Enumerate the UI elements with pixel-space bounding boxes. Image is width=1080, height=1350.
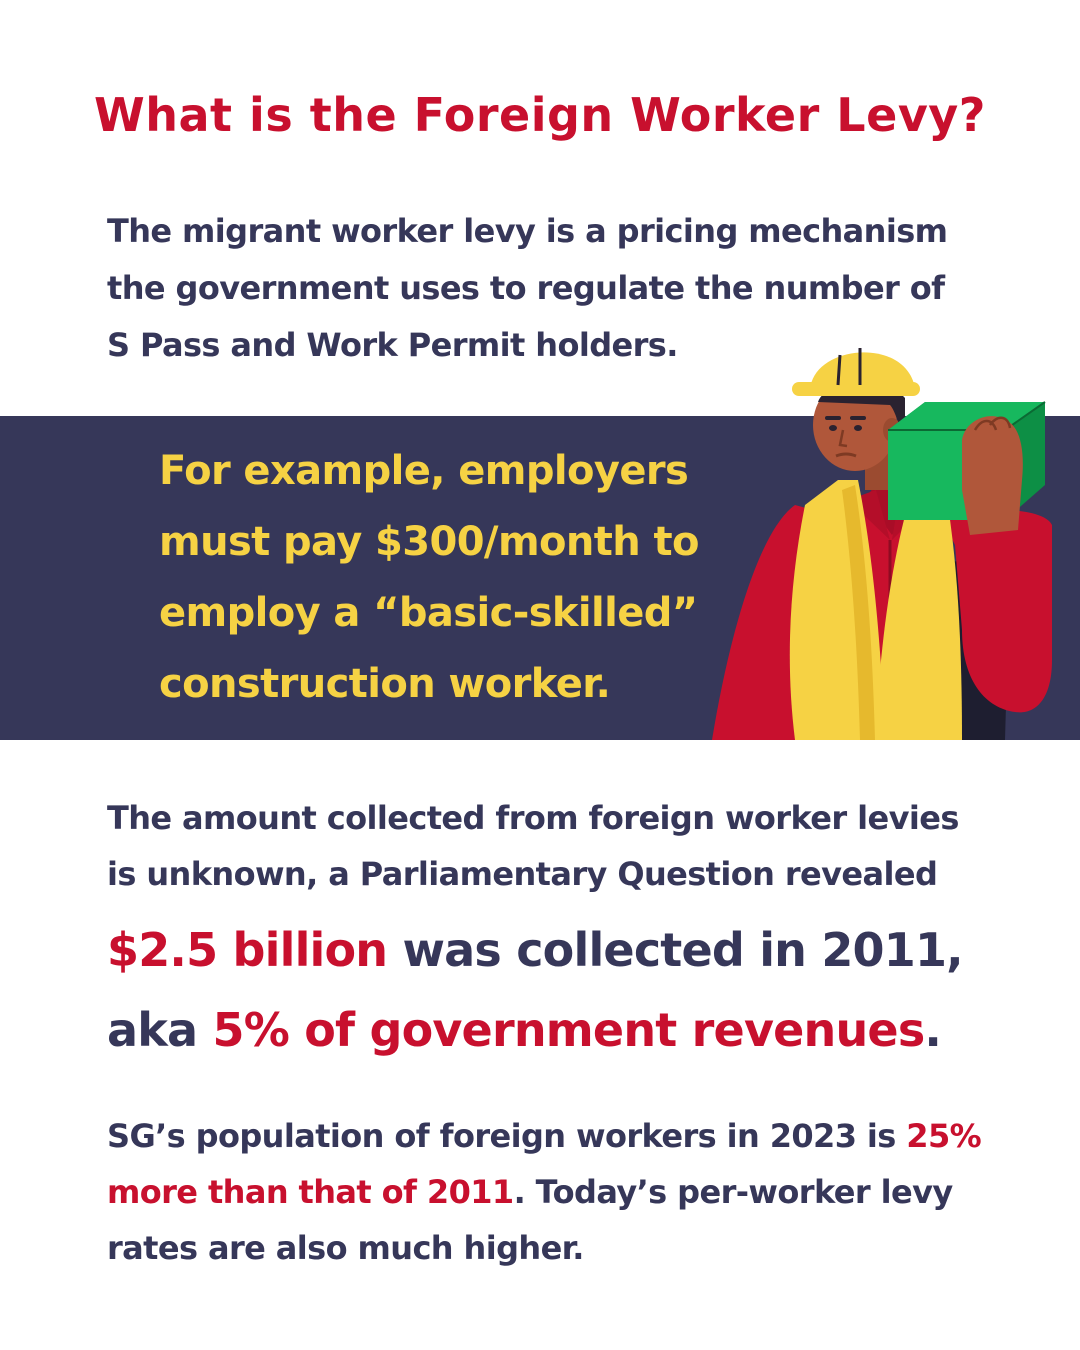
revenue-share-highlight: 5% of government revenues <box>212 1003 926 1057</box>
amount-intro-paragraph: The amount collected from foreign worker… <box>107 799 959 893</box>
population-highlight: 25% more than that of 2011 <box>107 1117 982 1211</box>
amount-statement: $2.5 billion was collected in 2011, aka … <box>107 910 1007 1070</box>
amount-middle-text: was collected in 2011, aka <box>107 923 964 1057</box>
construction-worker-icon <box>712 348 1052 740</box>
amount-highlight: $2.5 billion <box>107 923 388 977</box>
page-title: What is the Foreign Worker Levy? <box>94 88 986 142</box>
callout-text: For example, employers must pay $300/mon… <box>159 448 700 707</box>
population-paragraph: SG’s population of foreign workers in 20… <box>107 1108 987 1276</box>
amount-end-text: . <box>924 1003 942 1057</box>
intro-paragraph: The migrant worker levy is a pricing mec… <box>107 212 948 364</box>
population-end-text: . Today’s per-worker levy rates are also… <box>107 1173 953 1267</box>
population-start-text: SG’s population of foreign workers in 20… <box>107 1117 907 1155</box>
